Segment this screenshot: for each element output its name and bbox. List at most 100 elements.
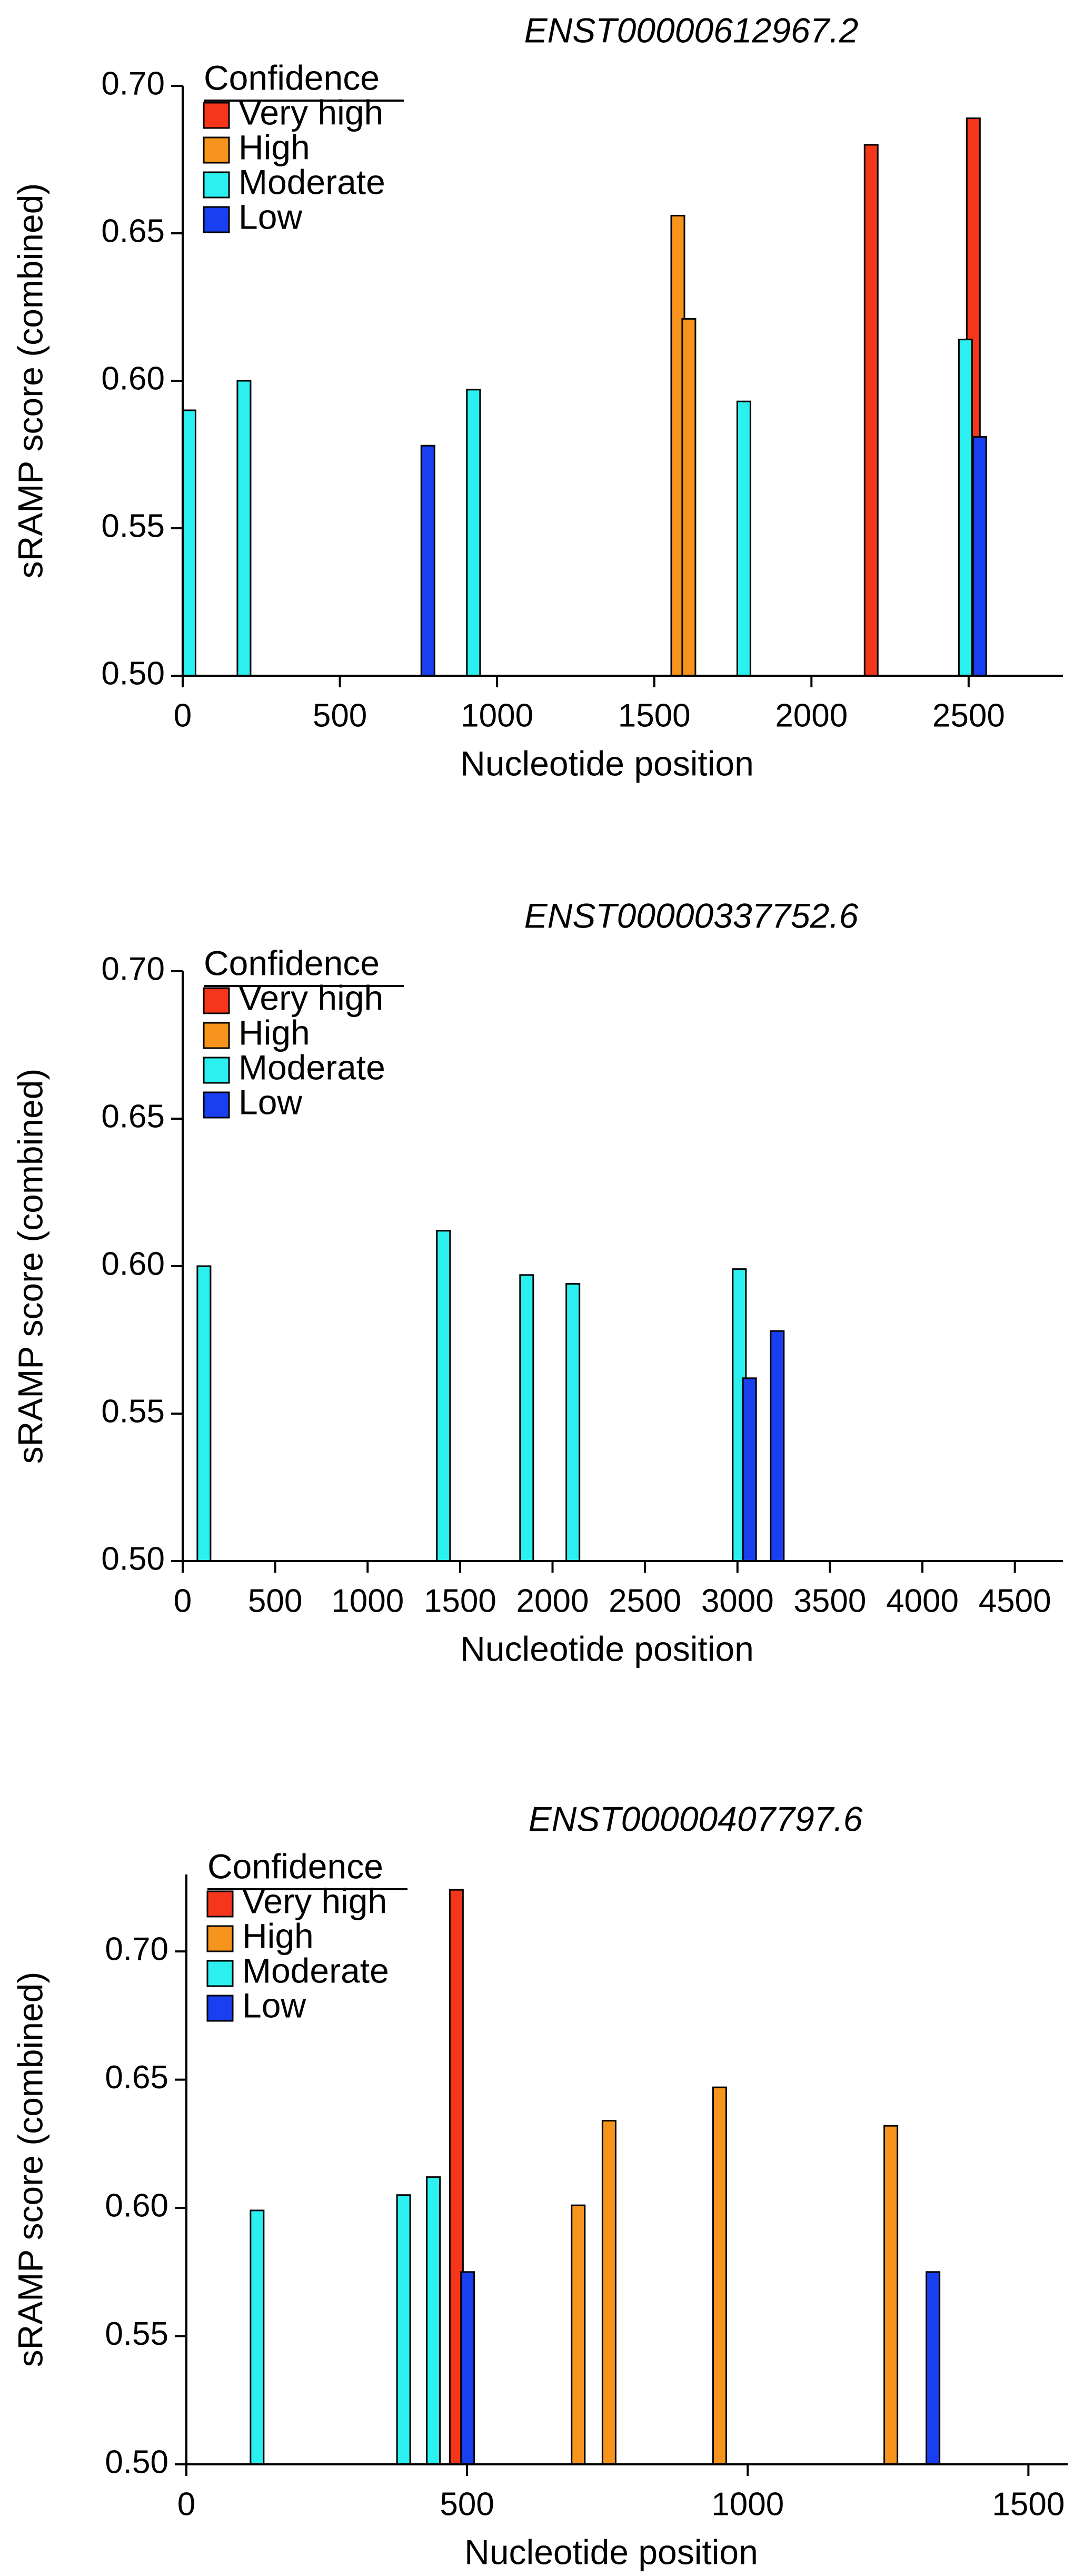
legend-title: Confidence [204, 943, 380, 982]
x-tick-label: 0 [177, 2486, 195, 2522]
legend-label: Very high [238, 93, 383, 132]
chart-panel: ENST00000337752.6 0.50 0.55 0.60 0.65 0.70 0 50… [11, 896, 1063, 1668]
x-tick-label: 1000 [461, 697, 533, 734]
bar [396, 2194, 411, 2465]
bar [436, 1230, 451, 1562]
legend-swatch [203, 206, 230, 233]
bar [712, 2086, 727, 2465]
bar [565, 1283, 581, 1562]
y-tick-label: 0.65 [101, 1098, 165, 1134]
y-tick-label: 0.70 [101, 951, 165, 987]
x-tick-label: 1500 [618, 697, 691, 734]
x-tick-label: 1000 [331, 1583, 404, 1619]
y-axis-label: sRAMP score (combined) [11, 1069, 49, 1464]
legend-swatch [203, 102, 230, 129]
y-axis-label: sRAMP score (combined) [11, 1972, 49, 2367]
bar [460, 2271, 475, 2465]
bar [958, 339, 973, 677]
bar [736, 400, 751, 677]
x-tick-label: 0 [174, 1583, 192, 1619]
legend-swatch [203, 1091, 230, 1119]
x-tick-label: 0 [174, 697, 192, 734]
bar [770, 1330, 785, 1562]
x-tick-label: 2000 [516, 1583, 589, 1619]
y-tick-label: 0.55 [101, 1393, 165, 1429]
y-tick-label: 0.60 [105, 2187, 168, 2224]
y-tick-label: 0.70 [105, 1931, 168, 1967]
y-tick-label: 0.65 [101, 213, 165, 249]
chart-panel: ENST00000407797.6 0.50 0.55 0.60 0.65 0.70 0 50… [11, 1799, 1068, 2571]
bar [926, 2271, 941, 2465]
y-tick-label: 0.55 [105, 2316, 168, 2352]
x-axis-label: Nucleotide position [464, 2532, 758, 2571]
legend-swatch [203, 136, 230, 164]
x-tick-label: 1500 [424, 1583, 496, 1619]
y-tick-label: 0.70 [101, 65, 165, 102]
x-tick-label: 500 [313, 697, 367, 734]
legend-label: Moderate [242, 1951, 389, 1990]
y-tick-label: 0.65 [105, 2059, 168, 2096]
x-tick-label: 2000 [775, 697, 848, 734]
legend-label: Very high [242, 1881, 387, 1920]
x-tick-label: 3500 [793, 1583, 866, 1619]
bar [972, 436, 987, 677]
legend-label: Very high [238, 978, 383, 1017]
bar [681, 318, 697, 677]
y-tick-label: 0.60 [101, 360, 165, 397]
chart-title: ENST00000337752.6 [524, 896, 859, 935]
bar [742, 1377, 757, 1562]
legend-label: High [242, 1916, 314, 1955]
bar [196, 1265, 212, 1562]
x-tick-label: 500 [248, 1583, 302, 1619]
bar [863, 144, 879, 677]
legend-label: High [238, 127, 310, 166]
x-tick-label: 1500 [992, 2486, 1065, 2522]
bar [519, 1274, 534, 1562]
legend-label: Low [242, 1986, 306, 2025]
bar [250, 2209, 265, 2465]
bar [420, 445, 435, 677]
legend-swatch [203, 1057, 230, 1084]
legend-swatch [203, 1022, 230, 1049]
x-tick-label: 2500 [932, 697, 1005, 734]
bar [181, 409, 196, 677]
legend-swatch [203, 987, 230, 1014]
legend-swatch [206, 1925, 234, 1952]
legend-label: High [238, 1013, 310, 1052]
legend-swatch [206, 1995, 234, 2022]
legend-label: Moderate [238, 162, 385, 201]
bar [426, 2176, 441, 2465]
x-tick-label: 4000 [886, 1583, 959, 1619]
bar [571, 2204, 586, 2465]
legend-label: Low [238, 197, 302, 236]
x-axis-label: Nucleotide position [460, 744, 754, 783]
chart-title: ENST00000407797.6 [529, 1799, 863, 1838]
legend-label: Moderate [238, 1048, 385, 1087]
y-tick-label: 0.60 [101, 1246, 165, 1282]
y-tick-label: 0.55 [101, 508, 165, 544]
chart-title: ENST00000612967.2 [524, 11, 859, 50]
y-tick-label: 0.50 [101, 655, 165, 692]
x-tick-label: 4500 [979, 1583, 1051, 1619]
x-tick-label: 3000 [701, 1583, 774, 1619]
bar [883, 2125, 899, 2465]
bar [236, 380, 252, 677]
legend-title: Confidence [207, 1847, 383, 1886]
x-tick-label: 2500 [609, 1583, 681, 1619]
legend-swatch [206, 1960, 234, 1987]
x-tick-label: 1000 [711, 2486, 784, 2522]
y-axis-label: sRAMP score (combined) [11, 183, 49, 579]
chart-panel: ENST00000612967.2 0.50 0.55 0.60 0.65 0.70 0 50… [11, 11, 1063, 783]
legend-title: Confidence [204, 58, 380, 97]
bar [601, 2119, 616, 2465]
x-axis-label: Nucleotide position [460, 1629, 754, 1668]
legend-swatch [206, 1890, 234, 1918]
y-tick-label: 0.50 [101, 1541, 165, 1577]
y-tick-label: 0.50 [105, 2444, 168, 2480]
x-tick-label: 500 [440, 2486, 494, 2522]
bar [466, 389, 481, 677]
legend-label: Low [238, 1082, 302, 1121]
legend-swatch [203, 171, 230, 199]
